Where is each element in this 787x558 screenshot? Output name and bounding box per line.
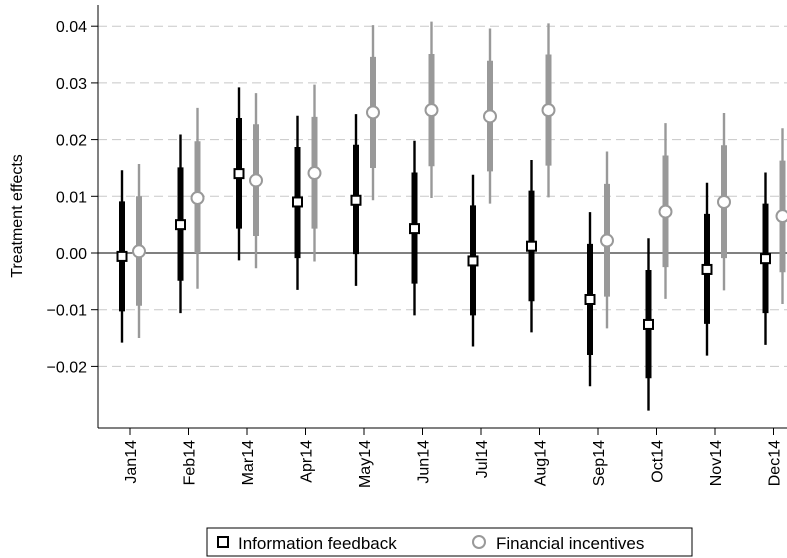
point-estimate-marker [600, 233, 614, 248]
x-tick-label: Dec14 [767, 440, 784, 486]
y-axis-title: Treatment effects [9, 154, 26, 278]
y-tick-label: 0.01 [56, 189, 87, 206]
x-tick-label: Mar14 [240, 440, 257, 485]
y-tick-label: 0.00 [56, 246, 87, 263]
point-estimate-marker [350, 194, 362, 206]
point-estimate-marker [658, 204, 673, 219]
point-estimate-marker [233, 168, 245, 180]
point-estimate-marker [116, 250, 128, 262]
x-axis-ticks: Jan14 Feb14 Mar14 Apr14 May14 Jun14 Jul14 Aug14… [123, 428, 784, 488]
point-estimate-marker [132, 244, 146, 259]
x-tick-label: Nov14 [708, 440, 725, 486]
point-estimate-marker [584, 293, 596, 305]
point-estimate-marker [190, 191, 205, 206]
y-tick-label: −0.02 [47, 359, 88, 376]
legend: Information feedback Financial incentive… [206, 527, 693, 557]
point-estimate-marker [249, 173, 263, 188]
legend-marker-financial-incentives [472, 535, 486, 549]
y-tick-label: −0.01 [47, 303, 88, 320]
x-tick-label: Feb14 [182, 440, 199, 485]
x-tick-label: Sep14 [591, 440, 608, 486]
point-estimate-marker [643, 318, 654, 330]
point-estimate-marker [701, 263, 713, 275]
point-estimate-marker [760, 253, 771, 265]
legend-label-financial-incentives: Financial incentives [496, 534, 644, 553]
series-information-feedback [116, 87, 771, 411]
y-tick-label: 0.02 [56, 133, 87, 150]
axes [97, 5, 787, 429]
point-estimate-marker [526, 240, 537, 252]
point-estimate-marker [717, 194, 731, 209]
x-tick-label: Aug14 [533, 440, 550, 486]
legend-marker-information-feedback [217, 536, 229, 548]
x-tick-label: Oct14 [650, 440, 667, 483]
legend-label-information-feedback: Information feedback [238, 534, 397, 553]
legend-box [206, 527, 693, 557]
point-estimate-marker [175, 219, 186, 231]
y-axis-ticks: 0.04 0.03 0.02 0.01 0.00 −0.01 −0.02 [47, 19, 98, 376]
series-financial-incentives [132, 21, 787, 339]
x-tick-label: Jul14 [474, 440, 491, 478]
point-estimate-marker [424, 103, 439, 118]
y-tick-label: 0.03 [56, 76, 87, 93]
point-estimate-marker [366, 105, 380, 120]
x-tick-label: May14 [357, 440, 374, 488]
x-tick-label: Jan14 [123, 440, 140, 484]
x-tick-label: Apr14 [299, 440, 316, 483]
x-tick-label: Jun14 [416, 440, 433, 484]
y-tick-label: 0.04 [56, 19, 87, 36]
series-layer [116, 21, 787, 411]
grid-lines [98, 25, 787, 367]
point-estimate-marker [307, 166, 322, 181]
point-estimate-marker [541, 103, 556, 118]
point-estimate-marker [292, 196, 303, 208]
point-estimate-marker [775, 209, 787, 224]
point-estimate-marker [467, 255, 479, 267]
point-estimate-marker [483, 109, 497, 124]
point-estimate-marker [409, 223, 420, 235]
